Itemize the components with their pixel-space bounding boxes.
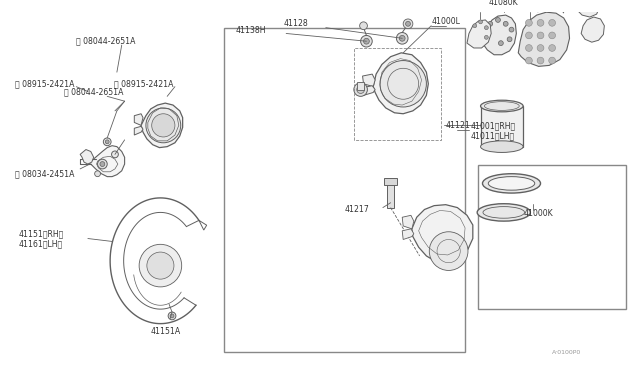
Circle shape [479,20,483,24]
Circle shape [537,32,544,39]
Text: 41161〈LH〉: 41161〈LH〉 [18,239,62,248]
Circle shape [106,140,109,144]
Polygon shape [88,146,125,177]
Circle shape [139,244,182,287]
Text: Ⓦ 08915-2421A: Ⓦ 08915-2421A [114,79,173,88]
Text: Ⓦ 08915-2421A: Ⓦ 08915-2421A [15,79,75,88]
Circle shape [364,38,369,44]
Circle shape [548,45,556,51]
Circle shape [399,35,405,41]
Polygon shape [141,103,182,148]
Polygon shape [412,205,473,263]
Circle shape [525,57,532,64]
Polygon shape [483,15,516,55]
Polygon shape [402,229,414,240]
Circle shape [548,32,556,39]
Circle shape [525,32,532,39]
Text: 41000K: 41000K [523,209,553,218]
Text: 41001〈RH〉: 41001〈RH〉 [471,121,516,130]
Circle shape [495,17,500,22]
Bar [224,28,465,352]
Circle shape [100,161,105,166]
Text: 41011〈LH〉: 41011〈LH〉 [471,132,515,141]
Polygon shape [576,0,600,17]
Text: Ⓑ 08044-2651A: Ⓑ 08044-2651A [64,87,123,96]
Text: 41217: 41217 [344,205,369,214]
Circle shape [356,86,365,93]
Circle shape [354,83,367,96]
Polygon shape [384,177,397,185]
Polygon shape [387,183,394,208]
Circle shape [429,232,468,270]
Circle shape [525,19,532,26]
Text: 41121: 41121 [445,121,470,130]
Circle shape [380,61,426,107]
Circle shape [360,35,372,47]
Ellipse shape [488,177,534,190]
Circle shape [406,21,410,26]
Text: 41000L: 41000L [431,17,460,26]
Polygon shape [134,114,143,125]
Circle shape [360,22,367,30]
Circle shape [537,57,544,64]
Polygon shape [362,86,375,95]
Polygon shape [362,74,375,87]
Circle shape [473,24,477,28]
Circle shape [146,108,180,143]
Circle shape [147,252,174,279]
Circle shape [548,19,556,26]
Polygon shape [581,17,604,42]
Circle shape [396,32,408,44]
Text: 41151A: 41151A [151,327,181,336]
Text: Ⓑ 08044-2651A: Ⓑ 08044-2651A [76,37,136,46]
Text: 41151〈RH〉: 41151〈RH〉 [18,229,63,238]
Text: 41080K: 41080K [489,0,518,7]
Circle shape [509,27,514,32]
Circle shape [152,114,175,137]
Circle shape [484,35,488,39]
Circle shape [103,138,111,146]
Circle shape [548,57,556,64]
Ellipse shape [481,100,523,112]
Circle shape [503,21,508,26]
Polygon shape [402,215,414,229]
Polygon shape [518,12,570,66]
Circle shape [168,312,176,320]
Circle shape [537,45,544,51]
Text: A⋅0100P0: A⋅0100P0 [552,350,581,355]
Ellipse shape [477,204,531,221]
Ellipse shape [483,174,541,193]
Circle shape [484,26,488,30]
Text: 41128: 41128 [284,19,308,28]
Circle shape [95,171,100,177]
Circle shape [537,19,544,26]
Polygon shape [356,82,365,90]
Circle shape [170,314,174,318]
Circle shape [97,159,108,169]
Polygon shape [373,53,428,114]
Circle shape [525,45,532,51]
Ellipse shape [481,141,523,153]
Bar [478,165,627,309]
Circle shape [507,37,512,42]
Polygon shape [481,106,523,147]
Polygon shape [467,20,491,48]
Text: Ⓑ 08034-2451A: Ⓑ 08034-2451A [15,169,75,178]
Circle shape [111,151,118,158]
Polygon shape [80,150,93,164]
Text: 41138H: 41138H [236,26,266,35]
Circle shape [499,41,503,45]
Circle shape [403,19,413,29]
Circle shape [488,21,493,26]
Polygon shape [134,126,143,135]
